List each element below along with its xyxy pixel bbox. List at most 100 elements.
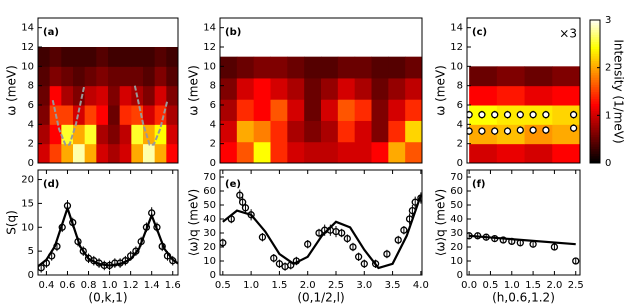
colorbar-step — [590, 84, 600, 88]
heat-cell — [371, 141, 389, 163]
heat-cell — [354, 99, 372, 121]
data-point — [408, 206, 417, 215]
data-point — [354, 253, 363, 261]
heat-cell — [287, 77, 305, 100]
heat-cell — [304, 56, 322, 79]
colorbar-step — [590, 79, 600, 83]
data-point — [371, 260, 380, 268]
y-tick-label: 6 — [28, 100, 34, 111]
heat-cell — [552, 105, 580, 125]
heat-cell — [253, 141, 271, 163]
heat-cell — [236, 141, 255, 163]
annotation: ×3 — [559, 27, 577, 41]
heat-cell — [270, 120, 288, 143]
heat-cell — [287, 120, 305, 143]
y-tick-label: 40 — [450, 214, 463, 225]
heat-cell — [388, 120, 406, 143]
heat-cell — [61, 105, 74, 125]
heat-cell — [388, 56, 406, 79]
heat-cell — [270, 141, 288, 163]
data-point — [315, 229, 323, 237]
heat-cell — [131, 47, 144, 67]
colorbar-step — [590, 160, 600, 164]
heat-cell — [304, 120, 322, 143]
data-point — [503, 127, 512, 135]
axes-frame — [37, 169, 179, 276]
colorbar-step — [590, 46, 600, 50]
heat-cell — [337, 99, 356, 121]
colorbar-step — [590, 122, 600, 126]
colorbar-step — [590, 72, 600, 76]
x-tick-label: 3.5 — [385, 280, 401, 291]
data-point — [394, 236, 402, 244]
y-tick-label: 5 — [28, 246, 34, 257]
x-tick-label: 0.6 — [60, 280, 76, 291]
y-tick-label: 10 — [203, 61, 216, 72]
colorbar-step — [590, 74, 600, 78]
colorbar-step — [590, 62, 600, 66]
heat-cell — [524, 143, 553, 163]
data-point — [132, 247, 140, 255]
colorbar-step — [590, 96, 600, 100]
y-tick-label: 20 — [450, 242, 463, 253]
data-point — [503, 111, 512, 119]
heat-cell — [304, 77, 322, 100]
y-tick-label: 14 — [21, 23, 34, 34]
data-point — [126, 252, 135, 260]
x-tick-label: 1.5 — [525, 280, 541, 291]
data-point — [516, 111, 524, 119]
colorbar-step — [590, 24, 600, 28]
heat-cell — [143, 47, 156, 67]
heat-cell — [405, 120, 422, 143]
x-tick-label: 1.0 — [243, 280, 259, 291]
heat-cell — [253, 120, 271, 143]
data-point — [287, 261, 295, 269]
y-tick-label: 40 — [203, 214, 216, 225]
colorbar-step — [590, 98, 600, 102]
heat-cell — [119, 105, 132, 125]
heat-cell — [496, 66, 526, 87]
colorbar-step — [590, 115, 600, 119]
heat-cell — [469, 66, 498, 87]
heat-cell — [304, 141, 322, 163]
data-point — [241, 204, 250, 212]
heat-cell — [321, 99, 339, 121]
axes-frame — [219, 17, 423, 164]
data-point — [42, 259, 51, 267]
plot-area — [220, 56, 422, 163]
heat-cell — [61, 47, 74, 67]
data-point — [74, 237, 82, 246]
heat-cell — [337, 77, 356, 100]
heat-cell — [405, 56, 422, 79]
colorbar-tick-label: 2 — [605, 63, 611, 74]
heat-cell — [405, 141, 422, 163]
data-point — [491, 111, 499, 119]
y-tick-label: 0 — [28, 158, 34, 169]
plot-area — [467, 232, 580, 265]
data-point — [292, 257, 301, 265]
x-tick-label: 2.0 — [546, 280, 562, 291]
heat-cell — [73, 85, 86, 106]
y-tick-label: 60 — [203, 186, 216, 197]
colorbar-step — [590, 139, 600, 143]
heat-cell — [166, 105, 178, 125]
panel-label: (b) — [225, 27, 241, 38]
data-point — [148, 209, 156, 217]
colorbar-step — [590, 22, 600, 26]
heat-cell — [552, 143, 580, 163]
colorbar-step — [590, 151, 600, 154]
data-point — [474, 232, 482, 240]
heat-cell — [119, 47, 132, 67]
x-tick-label: 2.5 — [568, 280, 584, 291]
data-point — [529, 126, 537, 134]
y-tick-label: 8 — [457, 81, 463, 92]
y-tick-label: 10 — [450, 61, 463, 72]
colorbar-step — [590, 120, 600, 123]
data-point — [275, 260, 284, 268]
colorbar-tick-label: 3 — [605, 15, 611, 26]
colorbar-step — [590, 132, 600, 135]
heat-cell — [270, 99, 288, 121]
heat-cell — [84, 66, 97, 87]
colorbar-step — [590, 93, 600, 97]
colorbar-step — [590, 112, 600, 116]
